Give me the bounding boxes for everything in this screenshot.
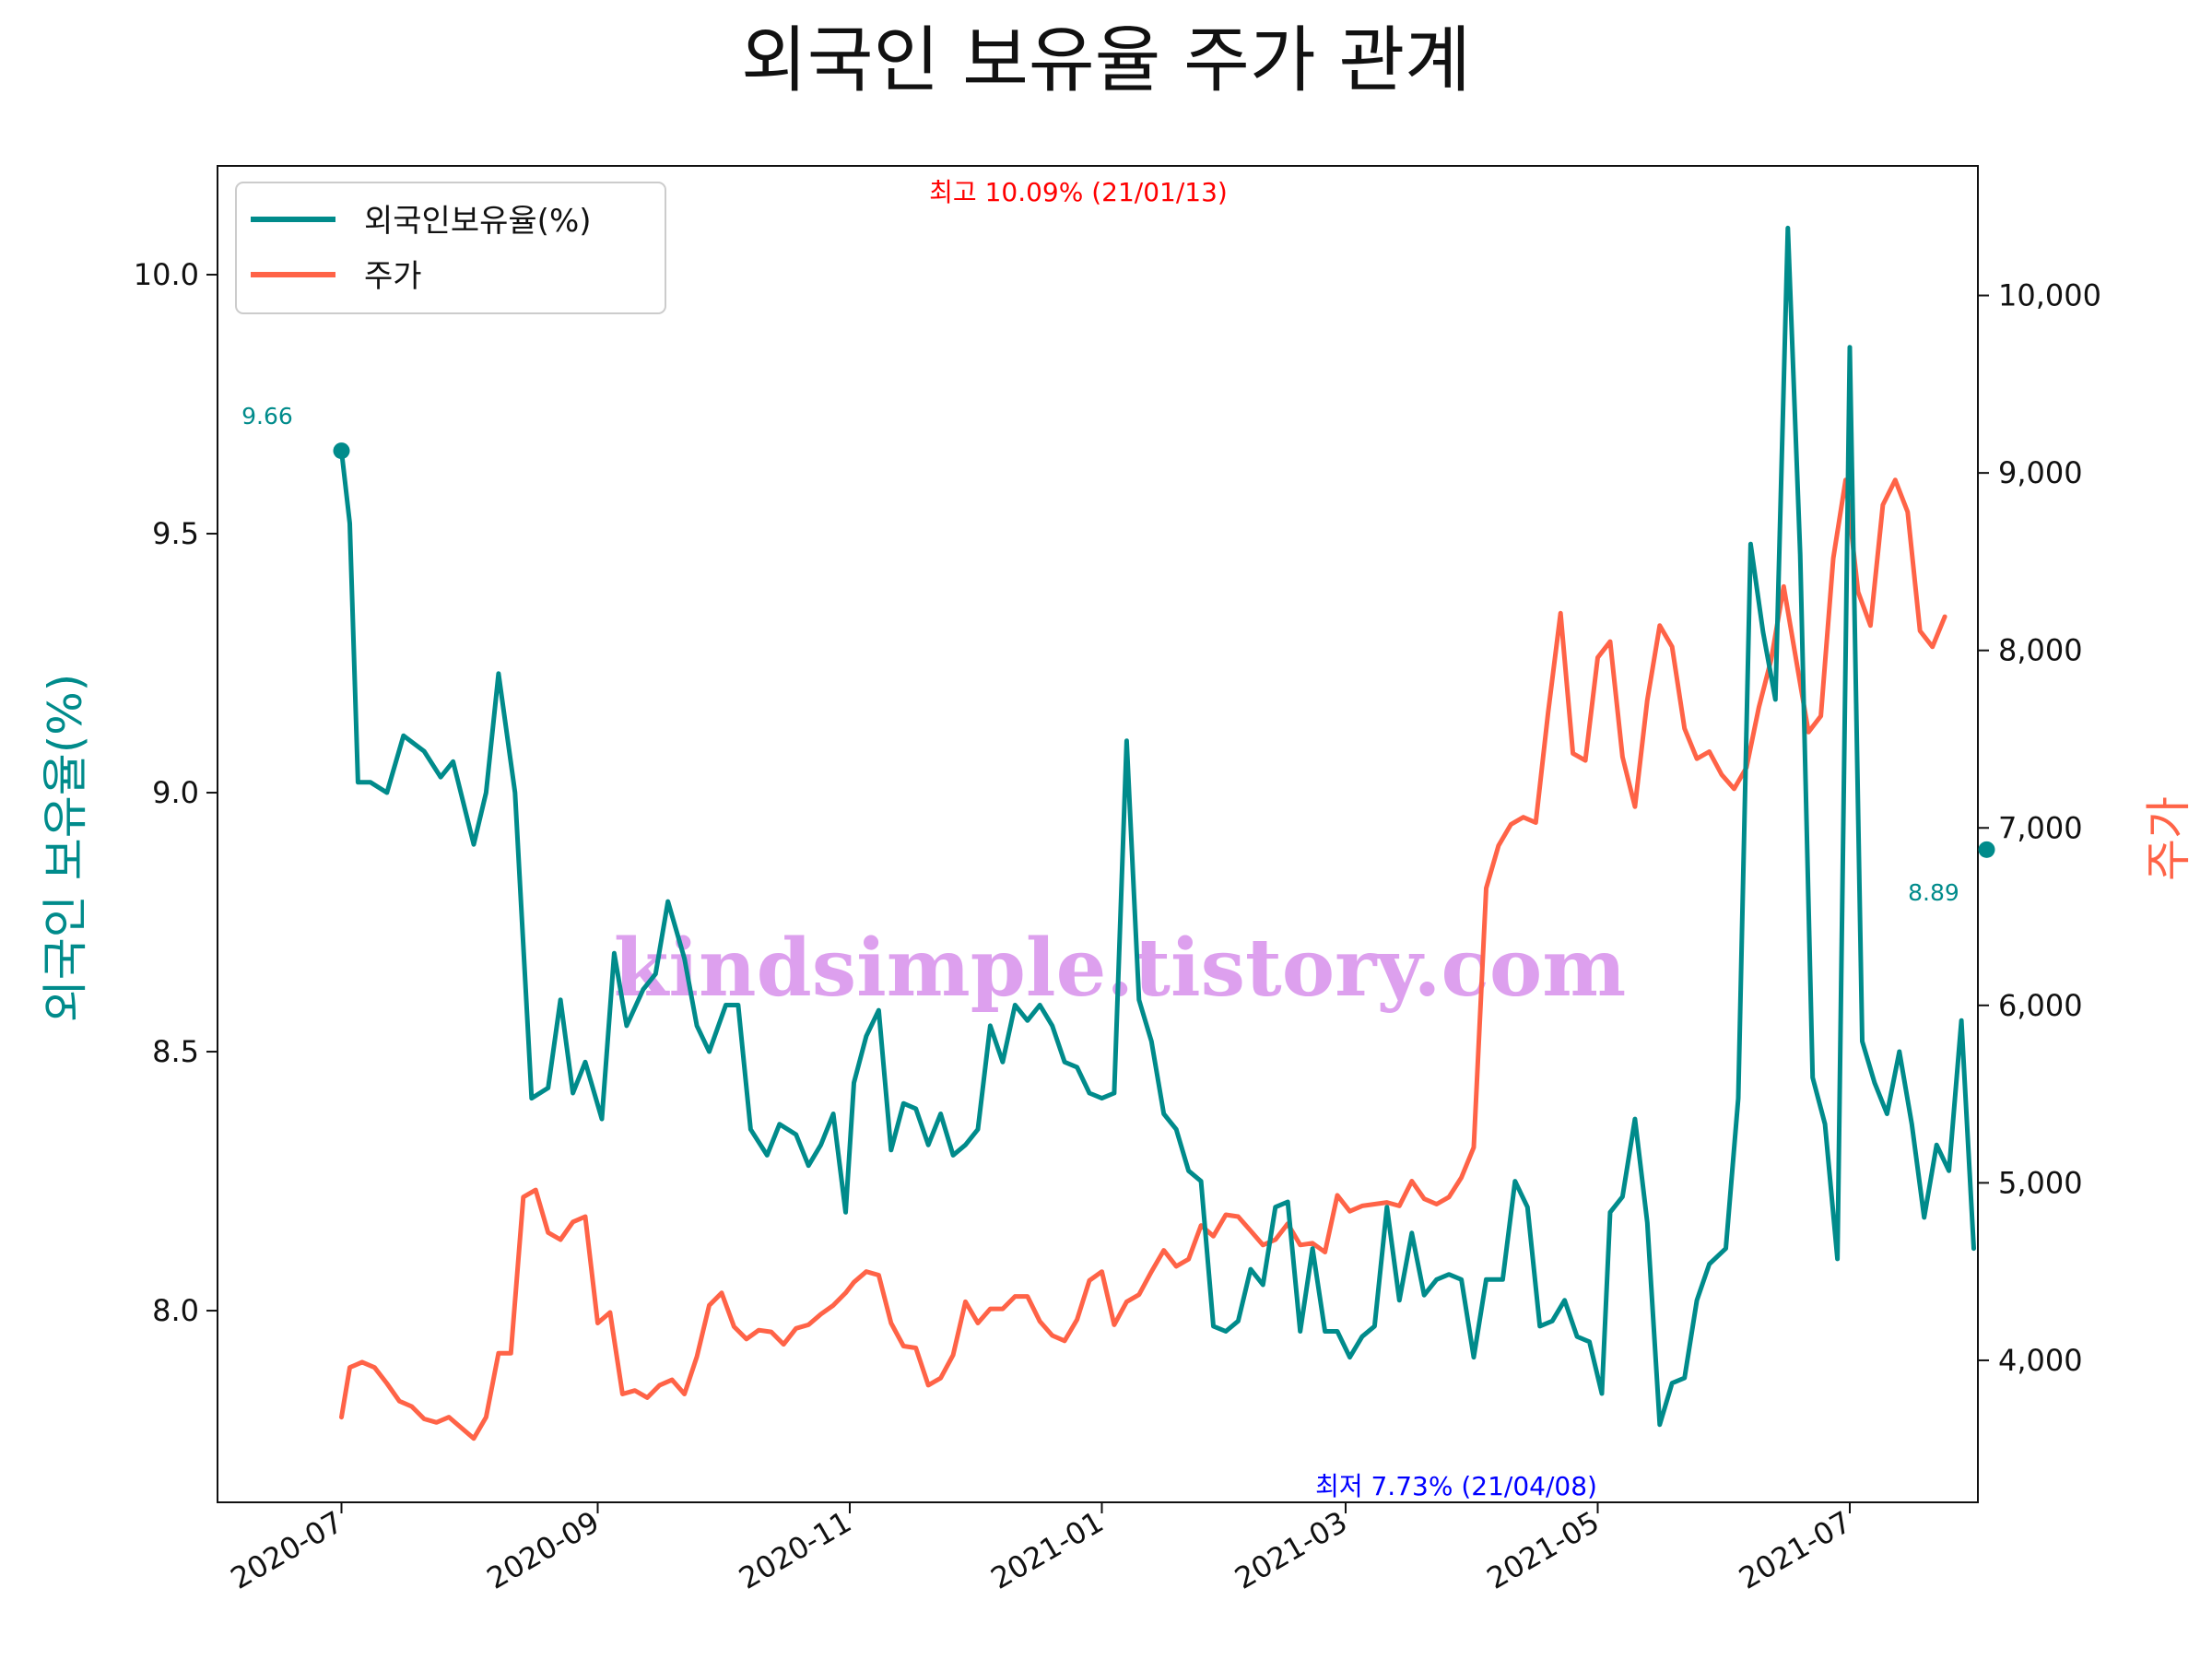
x-tick-label: 2020-09 [481, 1504, 606, 1596]
start-value-annotation: 9.66 [241, 403, 293, 429]
end-point-marker [1978, 841, 1995, 858]
x-tick-label: 2020-11 [733, 1504, 857, 1596]
x-tick-label: 2021-03 [1229, 1504, 1353, 1596]
y-right-tick-label: 4,000 [1998, 1343, 2083, 1378]
y-right-tick-label: 7,000 [1998, 810, 2083, 845]
x-axis: 2020-07 2020-09 2020-11 2021-01 2021-03 2021-… [225, 1502, 1857, 1596]
series-price-line [339, 477, 1947, 1441]
max-annotation: 최고 10.09% (21/01/13) [929, 177, 1228, 207]
legend-label-price: 주가 [364, 258, 422, 295]
y-left-tick-label: 9.5 [152, 516, 199, 551]
y-left-tick-label: 8.5 [152, 1034, 199, 1069]
y-axis-left: 8.0 8.5 9.0 9.5 10.0 [134, 257, 218, 1328]
legend-box [235, 182, 666, 314]
y-axis-left-label: 외국인 보유율(%) [39, 674, 92, 1022]
y-right-tick-label: 8,000 [1998, 633, 2083, 668]
series-layer [333, 225, 1995, 1441]
y-left-tick-label: 9.0 [152, 775, 199, 810]
end-value-annotation: 8.89 [1908, 879, 1959, 906]
y-right-tick-label: 5,000 [1998, 1165, 2083, 1200]
y-right-tick-label: 9,000 [1998, 455, 2083, 490]
min-annotation: 최저 7.73% (21/04/08) [1315, 1471, 1597, 1501]
legend: 외국인보유율(%) 주가 [235, 182, 666, 314]
series-holding-line [339, 225, 1976, 1428]
y-axis-right: 4,000 5,000 6,000 7,000 8,000 9,000 10,000 [1978, 278, 2101, 1378]
y-axis-right-label: 주가 [2142, 796, 2195, 881]
legend-label-holding: 외국인보유율(%) [364, 203, 592, 240]
x-tick-label: 2020-07 [225, 1504, 349, 1596]
plot-area [217, 165, 1979, 1503]
y-left-tick-label: 10.0 [134, 257, 199, 292]
y-right-tick-label: 6,000 [1998, 988, 2083, 1023]
start-point-marker [333, 442, 350, 460]
x-tick-label: 2021-07 [1733, 1504, 1857, 1596]
y-left-tick-label: 8.0 [152, 1293, 199, 1328]
x-tick-label: 2021-05 [1481, 1504, 1606, 1596]
y-right-tick-label: 10,000 [1998, 278, 2101, 313]
x-tick-label: 2021-01 [985, 1504, 1110, 1596]
chart-title: 외국인 보유율 주가 관계 [741, 19, 1471, 102]
